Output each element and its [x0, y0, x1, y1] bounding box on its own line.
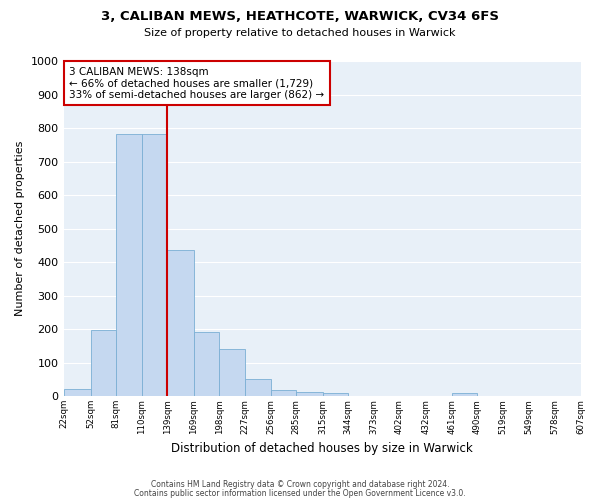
Bar: [64, 390, 91, 396]
Bar: [245, 380, 271, 396]
Bar: [323, 392, 349, 396]
Y-axis label: Number of detached properties: Number of detached properties: [15, 141, 25, 316]
Bar: [142, 134, 167, 396]
X-axis label: Distribution of detached houses by size in Warwick: Distribution of detached houses by size …: [172, 442, 473, 455]
Text: Contains HM Land Registry data © Crown copyright and database right 2024.: Contains HM Land Registry data © Crown c…: [151, 480, 449, 489]
Text: Size of property relative to detached houses in Warwick: Size of property relative to detached ho…: [144, 28, 456, 38]
Text: Contains public sector information licensed under the Open Government Licence v3: Contains public sector information licen…: [134, 489, 466, 498]
Bar: [271, 390, 296, 396]
Bar: [91, 330, 116, 396]
Bar: [220, 348, 245, 396]
Bar: [167, 250, 194, 396]
Text: 3 CALIBAN MEWS: 138sqm
← 66% of detached houses are smaller (1,729)
33% of semi-: 3 CALIBAN MEWS: 138sqm ← 66% of detached…: [69, 66, 325, 100]
Bar: [452, 392, 477, 396]
Bar: [116, 134, 142, 396]
Bar: [194, 332, 220, 396]
Text: 3, CALIBAN MEWS, HEATHCOTE, WARWICK, CV34 6FS: 3, CALIBAN MEWS, HEATHCOTE, WARWICK, CV3…: [101, 10, 499, 23]
Bar: [296, 392, 323, 396]
